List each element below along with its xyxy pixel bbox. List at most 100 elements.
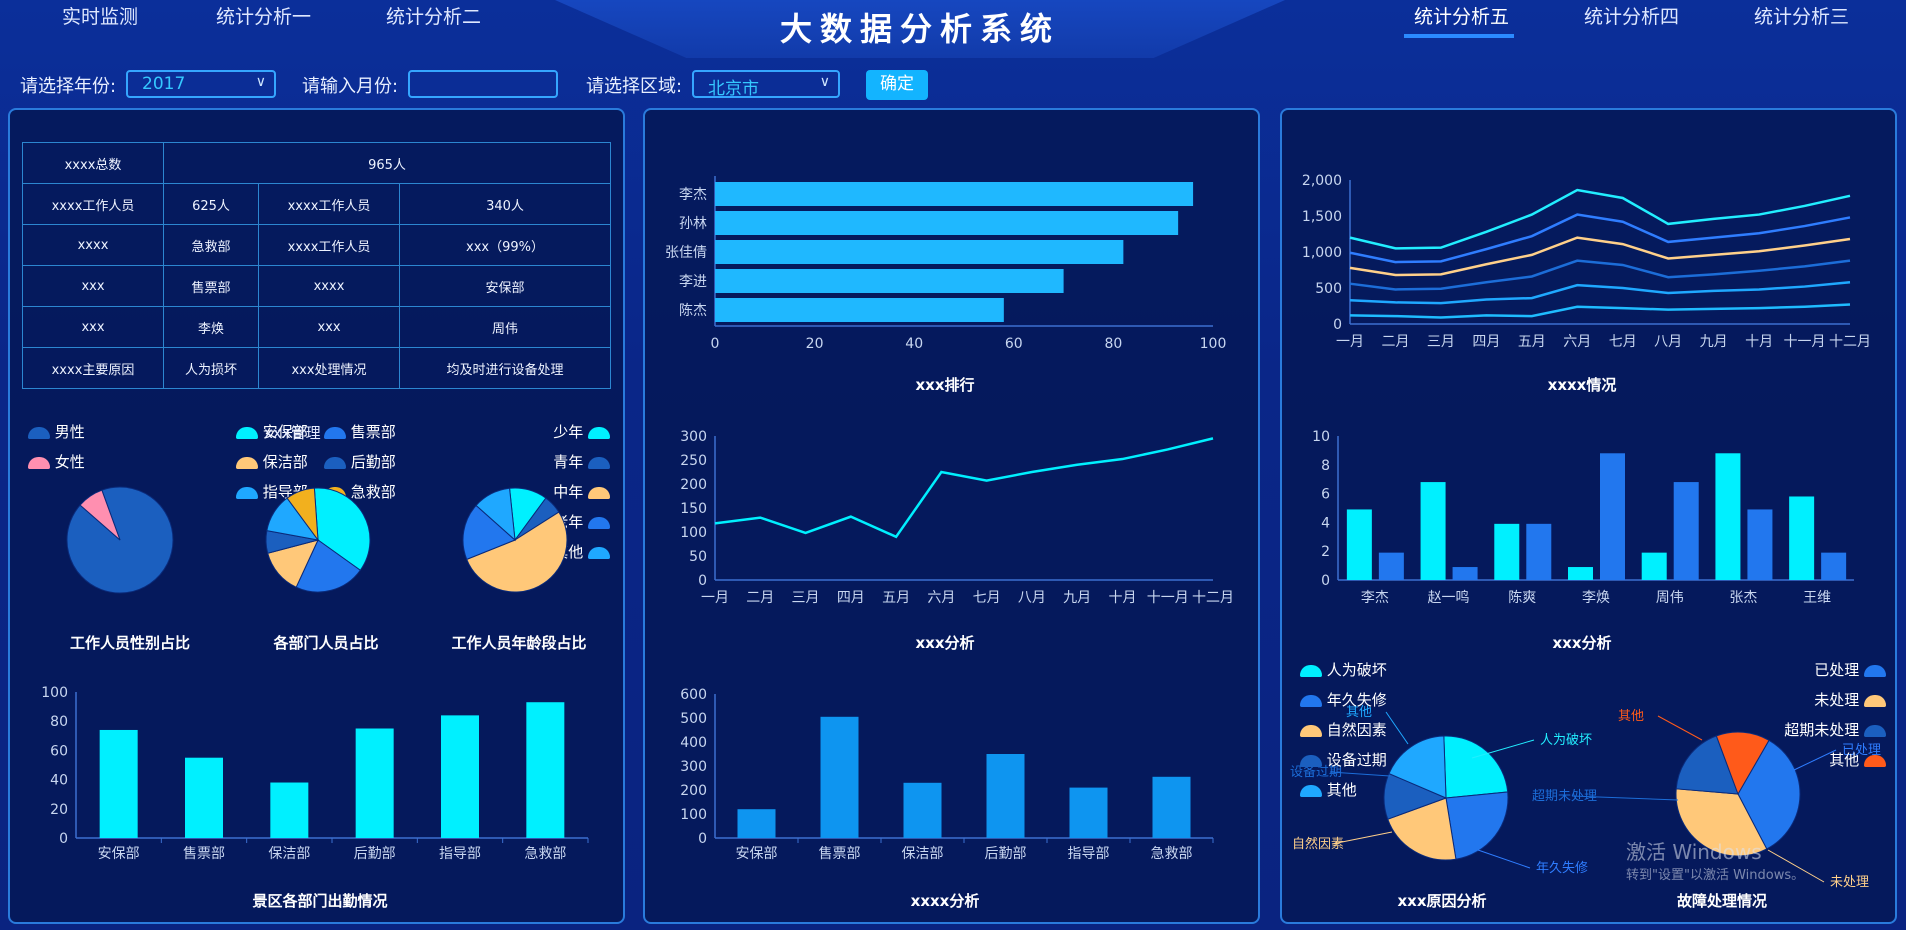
grouped-bar-title: xxx分析 [1552, 634, 1612, 652]
legend-item[interactable]: 少年 [530, 422, 610, 452]
series-line [1349, 280, 1851, 305]
nav-tab-stats-5[interactable]: 统计分析五 [1414, 6, 1510, 28]
x-tick-label: 0 [711, 336, 720, 352]
bar [1673, 482, 1699, 580]
label-leader-line [1571, 795, 1679, 801]
y-tick-label: 0 [698, 573, 707, 589]
series-line [714, 437, 1214, 539]
year-select[interactable]: 2017 ∨ [126, 70, 276, 98]
y-tick-label: 李进 [679, 274, 707, 290]
x-tick-label: 40 [905, 336, 923, 352]
region-select[interactable]: 北京市 ∨ [692, 70, 840, 99]
chevron-down-icon: ∨ [819, 74, 830, 90]
legend-item[interactable]: 年久失修 [1300, 690, 1387, 720]
table-cell: xxxx主要原因 [22, 347, 164, 389]
legend-item[interactable]: 后勤部 [324, 452, 404, 482]
legend-swatch-icon [1300, 724, 1322, 737]
legend-item[interactable]: 人为破坏 [1300, 660, 1387, 690]
nav-tab-stats-3[interactable]: 统计分析三 [1754, 6, 1850, 28]
label-leader-line [1385, 711, 1409, 745]
label-leader-line [1767, 849, 1825, 883]
legend-swatch-icon [1300, 694, 1322, 707]
x-tick-label: 赵一鸣 [1428, 589, 1470, 606]
y-tick-label: 李杰 [679, 187, 707, 203]
x-tick-label: 张杰 [1729, 590, 1757, 606]
table-cell: xxxx [258, 265, 400, 307]
legend-item[interactable]: 售票部 [324, 422, 404, 452]
x-tick-label: 十二月 [1192, 590, 1234, 606]
x-tick-label: 二月 [746, 590, 774, 606]
month-input[interactable] [408, 70, 558, 98]
legend-item[interactable]: 安保部 [236, 422, 316, 452]
legend-label: 保洁部 [262, 453, 308, 471]
label-leader-line [1657, 715, 1703, 741]
legend-item[interactable]: 设备过期 [1300, 750, 1387, 780]
legend-item[interactable]: 未处理 [1762, 690, 1886, 720]
legend-swatch-icon [1864, 694, 1886, 707]
x-tick-label: 后勤部 [354, 846, 396, 862]
pie-slice [1443, 735, 1509, 799]
table-row: xxxx 急救部 xxxx工作人员 xxx（99%） [22, 224, 611, 266]
x-tick-label: 六月 [1563, 334, 1591, 350]
x-tick-label: 后勤部 [985, 846, 1027, 862]
table-cell: 965人 [163, 142, 611, 184]
legend-overlay-label: xxx管理 [264, 424, 321, 442]
nav-tab-realtime[interactable]: 实时监测 [62, 6, 139, 28]
x-tick-label: 九月 [1063, 590, 1091, 606]
bar [737, 809, 776, 838]
legend-label: 后勤部 [350, 453, 396, 471]
legend-item[interactable]: 自然因素 [1300, 720, 1387, 750]
x-tick-label: 60 [1005, 336, 1023, 352]
nav-tab-stats-1[interactable]: 统计分析一 [216, 6, 312, 28]
table-cell: xxx（99%） [399, 224, 611, 266]
legend-item[interactable]: 超期未处理 [1762, 720, 1886, 750]
pie-slice-label: 人为破坏 [1540, 733, 1592, 748]
y-tick-label: 80 [50, 714, 68, 730]
gender-chart-title: 工作人员性别占比 [69, 634, 190, 652]
table-cell: 人为损坏 [163, 347, 259, 389]
legend-swatch-icon [28, 456, 50, 469]
y-tick-label: 1,500 [1302, 209, 1342, 225]
bar [1494, 523, 1520, 580]
legend-label: 自然因素 [1326, 721, 1387, 739]
nav-tab-stats-2[interactable]: 统计分析二 [386, 6, 482, 28]
x-tick-label: 十一月 [1784, 334, 1826, 350]
bar [715, 298, 1004, 322]
legend-label: 安保部 [262, 423, 308, 441]
legend-item[interactable]: 中年 [530, 482, 610, 512]
legend-item[interactable]: 已处理 [1762, 660, 1886, 690]
table-cell: xxxx工作人员 [258, 224, 400, 266]
bar [1747, 509, 1773, 580]
y-tick-label: 150 [680, 501, 707, 517]
series-line [1349, 188, 1851, 250]
x-tick-label: 指导部 [439, 846, 481, 862]
legend-label: 已处理 [1814, 661, 1860, 679]
legend-item[interactable]: 男性 [28, 422, 85, 452]
legend-item[interactable]: 女性 [28, 452, 85, 482]
bar [526, 702, 565, 838]
x-tick-label: 安保部 [98, 846, 140, 862]
y-tick-label: 6 [1321, 487, 1330, 503]
legend-item[interactable]: 其他 [1762, 750, 1886, 780]
pie-slice [79, 489, 121, 541]
chevron-down-icon: ∨ [255, 74, 266, 90]
age-chart-title: 工作人员年龄段占比 [451, 634, 587, 652]
legend-item[interactable]: 其他 [1300, 780, 1387, 810]
year-label: 请选择年份: [20, 76, 117, 97]
x-tick-label: 20 [806, 336, 824, 352]
pie-slice-label: 已处理 [1842, 743, 1881, 758]
bar [355, 728, 394, 838]
confirm-button[interactable]: 确定 [866, 70, 928, 100]
x-tick-label: 急救部 [524, 846, 566, 862]
legend-label: 设备过期 [1326, 751, 1387, 769]
legend-swatch-icon [588, 486, 610, 499]
table-cell: xxxx工作人员 [22, 183, 164, 225]
nav-tab-stats-4[interactable]: 统计分析四 [1584, 6, 1680, 28]
legend-label: 男性 [54, 423, 85, 441]
x-tick-label: 陈爽 [1508, 589, 1536, 606]
legend-item[interactable]: 青年 [530, 452, 610, 482]
table-cell: 340人 [399, 183, 611, 225]
legend-item[interactable]: 保洁部 [236, 452, 316, 482]
